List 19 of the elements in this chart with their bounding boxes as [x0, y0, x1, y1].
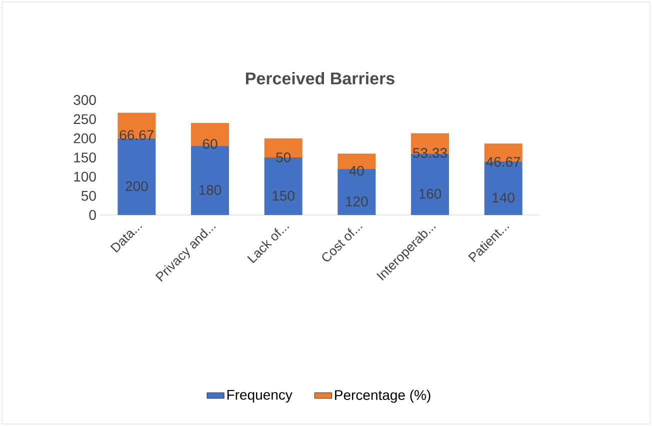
data-label: 140	[492, 192, 514, 203]
legend-label: Frequency	[227, 390, 292, 403]
data-label: 160	[419, 188, 442, 199]
chart-title: Perceived Barriers	[246, 72, 394, 84]
data-label: 150	[272, 190, 294, 201]
data-label: 120	[346, 196, 368, 206]
y-tick-label: 100	[74, 172, 96, 182]
bar	[118, 112, 156, 138]
y-tick-label: 250	[74, 114, 96, 124]
y-tick-label: 0	[89, 210, 96, 220]
data-label: 180	[199, 185, 222, 195]
data-label: 66.67	[120, 130, 154, 140]
y-tick-label: 50	[81, 190, 96, 201]
y-tick-label: 300	[74, 95, 96, 105]
y-tick-label: 150	[74, 152, 96, 162]
data-label: 200	[126, 181, 148, 192]
legend-label: Percentage (%)	[335, 390, 430, 403]
y-tick-label: 200	[74, 133, 96, 144]
bar	[118, 138, 156, 215]
